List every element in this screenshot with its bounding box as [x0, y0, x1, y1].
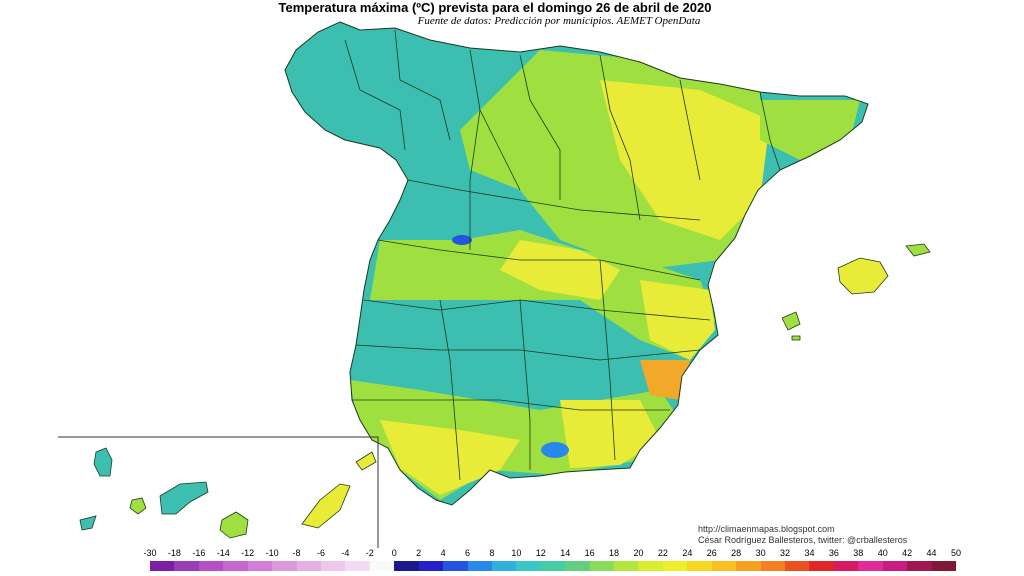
legend-swatch — [394, 561, 420, 571]
legend-tick: 32 — [780, 548, 791, 558]
temperature-map — [58, 21, 931, 548]
legend-tick: 2 — [416, 548, 422, 558]
legend-tick: 22 — [657, 548, 668, 558]
legend-tick: 6 — [464, 548, 471, 558]
map-subtitle: Fuente de datos: Predicción por municipi… — [417, 15, 701, 27]
legend-swatch — [491, 561, 517, 571]
legend-swatch — [345, 561, 371, 571]
legend-tick: 4 — [440, 548, 446, 558]
legend-swatch — [614, 561, 639, 571]
author-credit: César Rodríguez Ballesteros, twitter: @c… — [698, 535, 908, 545]
legend-swatch — [516, 561, 542, 571]
legend-tick: 40 — [877, 548, 888, 558]
legend-swatch — [540, 561, 566, 571]
legend-swatch — [418, 561, 444, 571]
balearic-islands — [781, 243, 931, 341]
legend-swatch — [369, 561, 395, 571]
legend-tick: 8 — [489, 548, 495, 558]
map-title: Temperatura máxima (ºC) prevista para el… — [278, 0, 712, 15]
legend-tick: 16 — [584, 548, 595, 558]
legend-swatch — [296, 561, 322, 571]
legend-tick: 14 — [560, 548, 571, 558]
legend-swatch — [565, 561, 591, 571]
legend-tick: -4 — [341, 548, 350, 558]
legend-swatch — [443, 561, 468, 571]
legend-tick: 18 — [609, 548, 620, 558]
legend-tick: 38 — [853, 548, 864, 558]
legend-swatch — [247, 561, 273, 571]
legend-swatch — [223, 561, 249, 571]
legend-tick: 44 — [926, 548, 937, 558]
legend-tick: 50 — [950, 548, 962, 558]
legend-tick: 34 — [804, 548, 815, 558]
legend-tick: -8 — [292, 548, 301, 558]
legend-tick: 30 — [755, 548, 766, 558]
legend-swatch — [320, 561, 346, 571]
color-legend: -30 -18 -16 -14 -12 -10 -8 -6 -4 -2 0 2 4 6 8 10 12 14 16 1… — [0, 548, 1024, 576]
legend-swatch — [907, 561, 933, 571]
legend-tick: 36 — [828, 548, 839, 558]
legend-tick: 10 — [511, 548, 522, 558]
legend-swatch — [785, 561, 810, 571]
legend-swatch — [174, 561, 200, 571]
legend-tick: 28 — [731, 548, 742, 558]
legend-swatch — [150, 561, 175, 571]
legend-swatch — [198, 561, 224, 571]
legend-swatch — [931, 561, 957, 571]
legend-tick: 26 — [706, 548, 717, 558]
legend-tick: 12 — [535, 548, 546, 558]
legend-swatch — [760, 561, 786, 571]
legend-swatch — [638, 561, 664, 571]
legend-swatch — [736, 561, 762, 571]
legend-swatch — [467, 561, 493, 571]
legend-tick: -10 — [265, 548, 279, 558]
legend-swatch — [711, 561, 737, 571]
peninsula — [284, 21, 869, 506]
legend-swatch — [687, 561, 713, 571]
legend-swatch — [589, 561, 615, 571]
credits: http://climaenmapas.blogspot.com César R… — [698, 524, 907, 546]
legend-tick: -30 — [143, 548, 157, 558]
legend-tick: 42 — [902, 548, 913, 558]
legend-tick: 24 — [682, 548, 693, 558]
legend-tick: -6 — [316, 548, 325, 558]
legend-tick: -14 — [216, 548, 230, 558]
legend-swatch — [809, 561, 835, 571]
legend-swatch — [662, 561, 688, 571]
legend-tick: -12 — [241, 548, 255, 558]
legend-swatch — [272, 561, 298, 571]
legend-tick: -16 — [192, 548, 206, 558]
legend-tick: -18 — [167, 548, 181, 558]
legend-tick: 0 — [391, 548, 397, 558]
legend-swatch — [833, 561, 859, 571]
legend-tick: -2 — [365, 548, 374, 558]
legend-tick: 20 — [633, 548, 644, 558]
legend-swatch — [858, 561, 884, 571]
canary-islands-inset — [58, 436, 379, 548]
blog-link[interactable]: http://climaenmapas.blogspot.com — [698, 524, 835, 534]
legend-swatch — [882, 561, 908, 571]
